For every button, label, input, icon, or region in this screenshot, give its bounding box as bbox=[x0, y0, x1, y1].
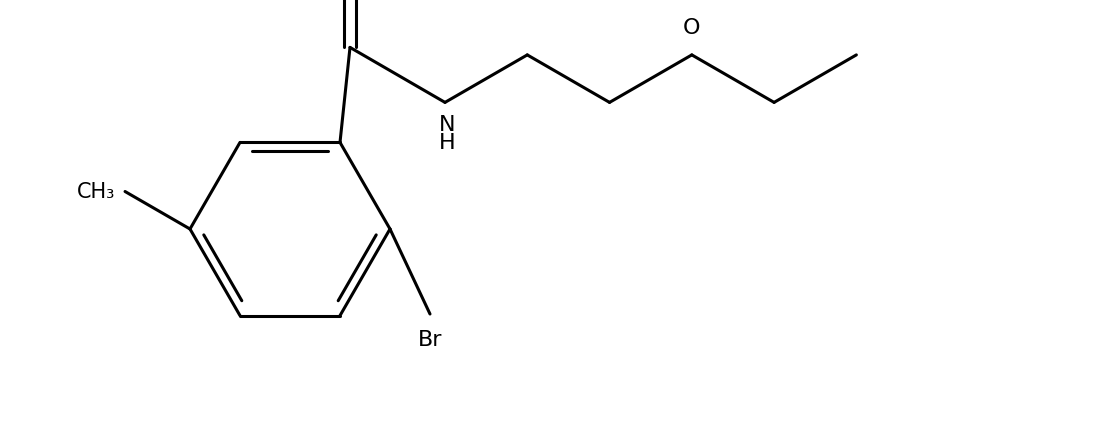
Text: CH₃: CH₃ bbox=[77, 182, 115, 202]
Text: N: N bbox=[439, 115, 455, 135]
Text: Br: Br bbox=[418, 329, 442, 349]
Text: H: H bbox=[439, 133, 455, 153]
Text: O: O bbox=[683, 18, 701, 38]
